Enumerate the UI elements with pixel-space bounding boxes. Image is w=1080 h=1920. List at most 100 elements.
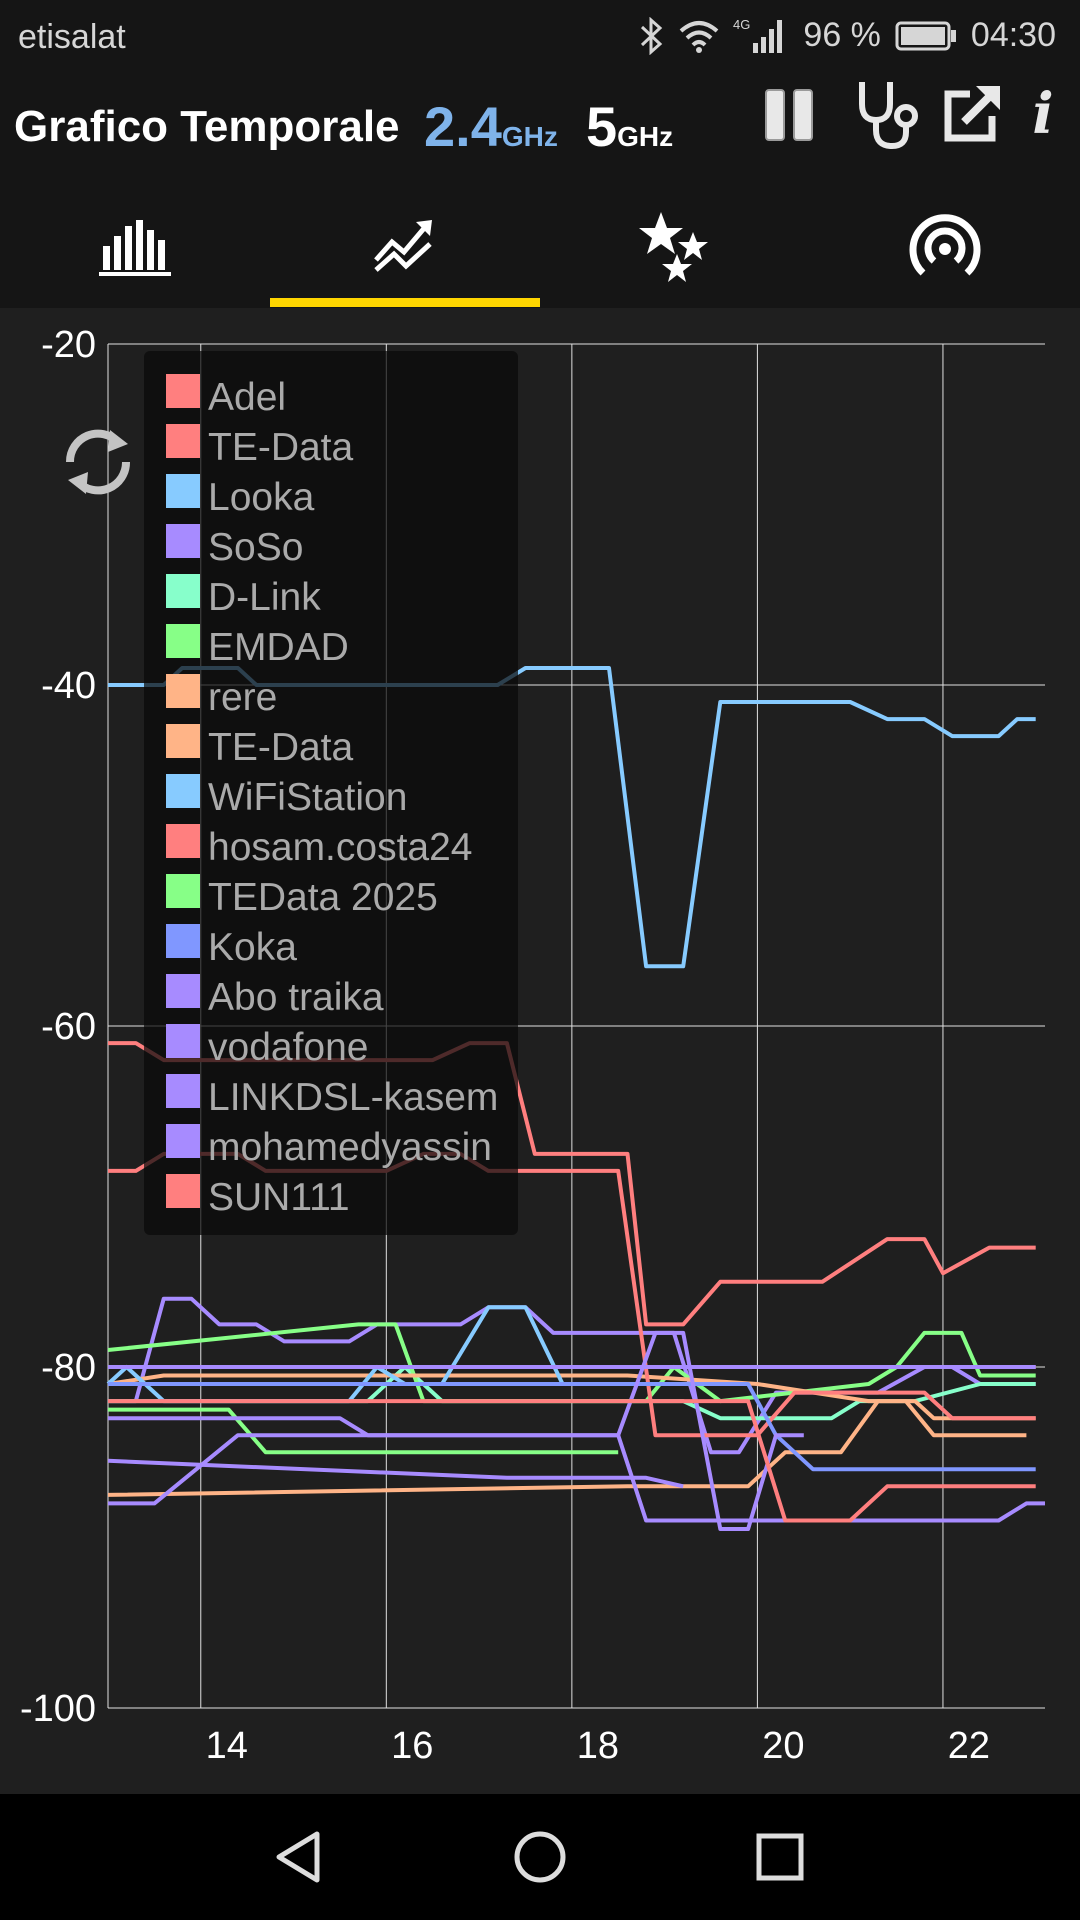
status-bar: etisalat 4G 96 % 04:30	[0, 0, 1080, 72]
page-title: Grafico Temporale	[14, 102, 400, 151]
legend-item: EMDAD	[166, 623, 349, 673]
legend-label: Adel	[208, 376, 287, 419]
legend-label: D-Link	[208, 576, 321, 619]
legend-label: SoSo	[208, 526, 304, 569]
battery-icon	[895, 21, 956, 50]
legend-label: Abo traika	[208, 976, 384, 1019]
wifi-icon	[680, 20, 719, 53]
legend-label: hosam.costa24	[208, 826, 473, 869]
pause-button[interactable]	[748, 72, 832, 156]
legend-swatch	[166, 774, 200, 808]
series-line-10	[108, 1407, 619, 1455]
legend-label: vodafone	[208, 1026, 369, 1069]
band-2-4ghz-button[interactable]: 2.4GHz	[424, 94, 558, 159]
legend-item: TE-Data	[166, 723, 353, 773]
legend-item: Koka	[166, 923, 297, 973]
legend-label: rere	[208, 676, 278, 719]
series-line-8	[106, 1305, 565, 1404]
bar-graph-icon	[99, 220, 171, 276]
chart-tick-labels: -20 -40 -60 -80 -100 14 16 18 20 22	[20, 324, 990, 1767]
legend-label: EMDAD	[208, 626, 349, 669]
legend-label: LINKDSL-kasem	[208, 1076, 499, 1119]
pause-icon	[765, 89, 813, 141]
legend-item: Looka	[166, 473, 314, 523]
legend-item: SUN111	[166, 1173, 350, 1223]
legend-swatch	[166, 824, 200, 858]
x-tick-label: 18	[577, 1725, 619, 1767]
legend-swatch	[166, 1124, 200, 1158]
legend-swatch	[166, 624, 200, 658]
series-line-15	[108, 1416, 1045, 1523]
share-icon	[944, 86, 1000, 142]
legend-swatch	[166, 524, 200, 558]
recents-icon	[756, 1833, 804, 1881]
legend-swatch	[166, 1074, 200, 1108]
x-tick-label: 16	[391, 1725, 433, 1767]
band-5ghz-button[interactable]: 5GHz	[586, 94, 673, 159]
home-button[interactable]	[500, 1822, 580, 1892]
band-2-4ghz-unit: GHz	[501, 121, 558, 152]
legend-swatch	[166, 1024, 200, 1058]
series-line-11	[108, 1382, 1036, 1472]
diagnostics-button[interactable]	[846, 72, 930, 156]
legend-swatch	[166, 924, 200, 958]
legend-swatch	[166, 724, 200, 758]
legend-swatch	[166, 974, 200, 1008]
legend-item: D-Link	[166, 573, 321, 623]
x-tick-label: 20	[762, 1725, 804, 1767]
access-point-icon	[909, 214, 981, 276]
band-5ghz-number: 5	[586, 95, 618, 158]
series-line-3	[108, 1296, 1036, 1455]
info-icon: i	[1032, 81, 1054, 147]
status-icons: 4G 96 % 04:30	[639, 16, 1056, 55]
legend-swatch	[166, 374, 200, 408]
tab-access-points[interactable]	[810, 184, 1080, 308]
legend-label: TE-Data	[208, 726, 354, 769]
legend-item: SoSo	[166, 523, 303, 573]
legend-item: WiFiStation	[166, 773, 407, 823]
share-button[interactable]	[930, 72, 1014, 156]
y-tick-label: -20	[41, 324, 96, 366]
legend-item: rere	[166, 673, 277, 723]
chart-legend: Adel TE-Data Looka SoSo D-Link EMDAD rere TE-Da…	[144, 351, 518, 1235]
recents-button[interactable]	[740, 1822, 820, 1892]
legend-item: vodafone	[166, 1023, 368, 1073]
x-tick-label: 22	[948, 1725, 990, 1767]
navigation-bar	[0, 1794, 1080, 1920]
legend-swatch	[166, 674, 200, 708]
legend-label: TE-Data	[208, 426, 354, 469]
x-tick-label: 14	[206, 1725, 248, 1767]
stethoscope-icon	[859, 82, 918, 150]
tab-bar	[0, 184, 1080, 308]
legend-item: Abo traika	[166, 973, 384, 1023]
app-bar: Grafico Temporale 2.4GHz 5GHz i	[0, 72, 1080, 184]
clock: 04:30	[970, 16, 1056, 54]
time-graph-icon	[374, 220, 432, 272]
signal-icon: 4G	[733, 17, 783, 53]
network-type: 4G	[733, 17, 750, 32]
back-icon	[276, 1831, 320, 1883]
selected-tab-indicator	[270, 298, 540, 307]
carrier-name: etisalat	[18, 18, 126, 56]
bluetooth-icon	[641, 16, 663, 55]
legend-item: Adel	[166, 373, 286, 423]
band-5ghz-unit: GHz	[617, 121, 674, 152]
back-button[interactable]	[258, 1822, 338, 1892]
tab-bar-graph[interactable]	[0, 184, 270, 308]
legend-label: mohamedyassin	[208, 1126, 492, 1169]
tab-channel-rating[interactable]	[540, 184, 810, 308]
legend-label: SUN111	[208, 1176, 350, 1219]
series-line-14	[107, 1458, 684, 1489]
legend-label: Koka	[208, 926, 297, 969]
home-icon	[514, 1831, 566, 1883]
y-tick-label: -40	[41, 665, 96, 707]
legend-label: WiFiStation	[208, 776, 408, 819]
tab-time-graph[interactable]	[270, 184, 540, 308]
refresh-icon[interactable]	[60, 424, 136, 500]
y-tick-label: -100	[20, 1688, 96, 1730]
legend-item: LINKDSL-kasem	[166, 1073, 498, 1123]
legend-swatch	[166, 1174, 200, 1208]
info-button[interactable]: i	[1006, 72, 1080, 156]
legend-swatch	[166, 424, 200, 458]
series-line-16	[108, 1399, 1036, 1523]
